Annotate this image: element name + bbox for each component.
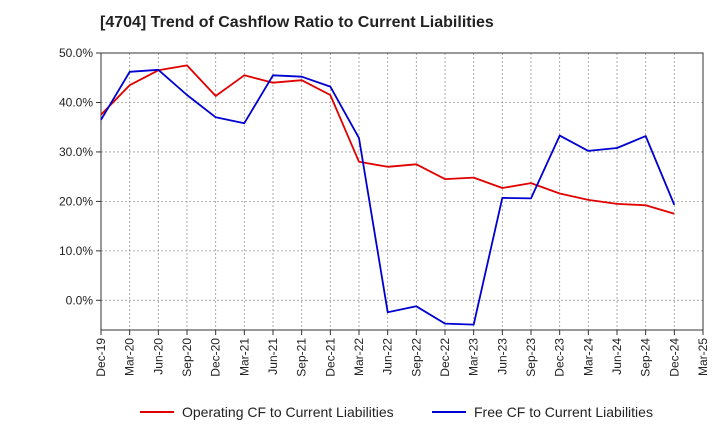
x-tick-label: Sep-22 (409, 338, 423, 377)
legend-label-operating-cf: Operating CF to Current Liabilities (182, 404, 394, 420)
y-tick-label: 0.0% (66, 293, 94, 307)
x-tick-label: Mar-25 (696, 338, 710, 376)
x-tick-label: Jun-23 (495, 338, 509, 375)
x-tick-label: Mar-24 (581, 338, 595, 376)
x-tick-label: Sep-20 (180, 338, 194, 377)
x-tick-label: Dec-21 (323, 338, 337, 377)
legend-item-operating-cf: Operating CF to Current Liabilities (140, 404, 394, 420)
x-tick-label: Jun-20 (151, 338, 165, 375)
x-tick-label: Sep-23 (524, 338, 538, 377)
x-tick-label: Dec-19 (94, 338, 108, 377)
legend-label-free-cf: Free CF to Current Liabilities (474, 404, 653, 420)
x-tick-label: Jun-24 (610, 338, 624, 375)
x-tick-labels: Dec-19 Mar-20 Jun-20 Sep-20 Dec-20 Mar-21 Jun-… (94, 338, 710, 377)
y-tick-label: 10.0% (59, 244, 93, 258)
y-tick-label: 40.0% (59, 95, 93, 109)
x-tick-label: Dec-20 (209, 338, 223, 377)
x-tick-label: Dec-22 (438, 338, 452, 377)
grid-lines (100, 52, 704, 330)
x-tick-label: Jun-22 (381, 338, 395, 375)
x-tick-label: Mar-21 (237, 338, 251, 376)
series-line-free-cf (100, 68, 676, 326)
series-line-operating-cf (100, 64, 675, 215)
x-tick-label: Dec-24 (667, 338, 681, 377)
x-tick-label: Jun-21 (266, 338, 280, 375)
y-tick-label: 20.0% (59, 194, 93, 208)
legend-swatch-operating-cf (140, 411, 174, 413)
x-tick-label: Sep-24 (639, 338, 653, 377)
axes (96, 52, 704, 335)
x-tick-label: Mar-22 (352, 338, 366, 376)
y-tick-labels: 0.0% 10.0% 20.0% 30.0% 40.0% 50.0% (59, 46, 93, 307)
chart-title: [4704] Trend of Cashflow Ratio to Curren… (100, 14, 494, 31)
series-lines (100, 64, 676, 326)
x-tick-label: Mar-20 (123, 338, 137, 376)
y-tick-label: 30.0% (59, 145, 93, 159)
legend-swatch-free-cf (432, 411, 466, 413)
plot-frame (100, 52, 704, 331)
y-tick-label: 50.0% (59, 46, 93, 60)
legend-item-free-cf: Free CF to Current Liabilities (432, 404, 653, 420)
x-tick-label: Mar-23 (467, 338, 481, 376)
x-tick-label: Sep-21 (295, 338, 309, 377)
x-tick-label: Dec-23 (553, 338, 567, 377)
